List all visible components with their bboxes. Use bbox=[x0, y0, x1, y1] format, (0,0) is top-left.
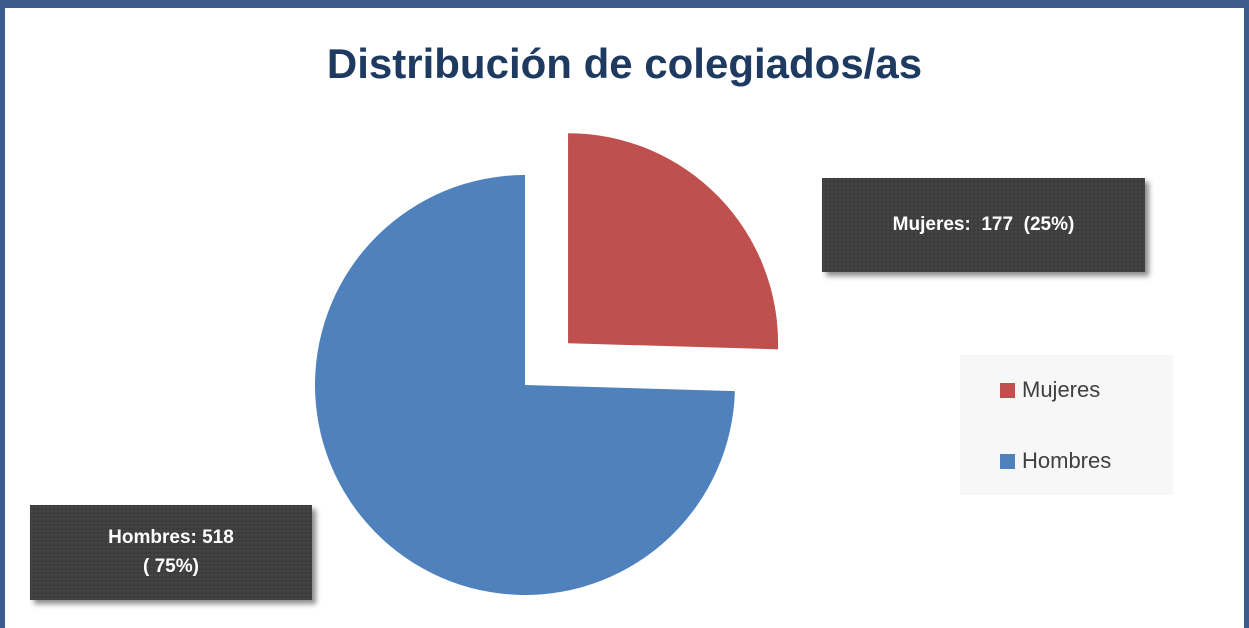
legend-label: Mujeres bbox=[1022, 377, 1101, 402]
pie-slice bbox=[315, 175, 735, 595]
legend-label: Hombres bbox=[1022, 448, 1112, 473]
pie-slice bbox=[568, 133, 779, 350]
legend-swatch bbox=[1000, 382, 1015, 398]
legend-item: Mujeres bbox=[1000, 377, 1100, 403]
legend-item: Hombres bbox=[1000, 448, 1111, 474]
legend: Mujeres Hombres bbox=[960, 355, 1173, 495]
data-label: Mujeres: 177 (25%) bbox=[822, 178, 1145, 272]
chart-title: Distribución de colegiados/as bbox=[326, 40, 923, 87]
legend-swatch bbox=[1000, 453, 1015, 469]
data-label: Hombres: 518 ( 75%) bbox=[30, 505, 312, 600]
